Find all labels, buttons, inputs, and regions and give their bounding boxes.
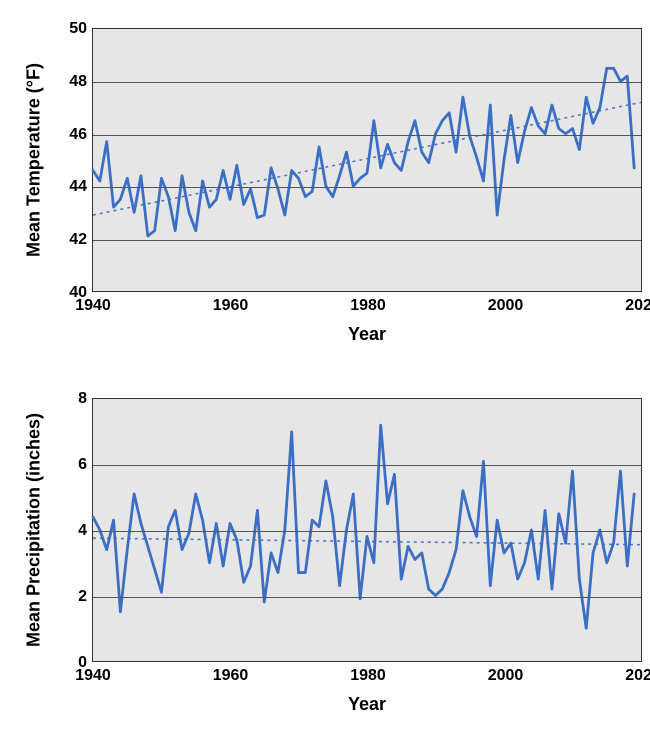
y-tick-label: 4 (78, 522, 87, 540)
y-tick-label: 42 (69, 231, 87, 249)
precipitation-panel: 0246819401960198020002020 Mean Precipita… (12, 380, 638, 732)
grid-line (93, 531, 641, 532)
grid-line (93, 187, 641, 188)
temperature-plot-area: 40424446485019401960198020002020 (92, 28, 642, 292)
grid-line (93, 82, 641, 83)
precipitation-y-axis-label: Mean Precipitation (inches) (24, 413, 45, 647)
y-tick-label: 46 (69, 126, 87, 144)
temperature-panel: 40424446485019401960198020002020 Mean Te… (12, 10, 638, 362)
x-tick-label: 2020 (625, 667, 650, 685)
data-series-line (93, 68, 634, 236)
grid-line (93, 240, 641, 241)
x-tick-label: 2000 (488, 297, 524, 315)
x-tick-label: 1960 (213, 297, 249, 315)
y-tick-label: 44 (69, 178, 87, 196)
temperature-series-svg (93, 29, 641, 291)
precipitation-x-axis-label: Year (348, 694, 386, 715)
x-tick-label: 1980 (350, 297, 386, 315)
y-tick-label: 50 (69, 20, 87, 38)
x-tick-label: 1980 (350, 667, 386, 685)
y-tick-label: 8 (78, 390, 87, 408)
x-tick-label: 2000 (488, 667, 524, 685)
grid-line (93, 465, 641, 466)
y-tick-label: 2 (78, 588, 87, 606)
temperature-x-axis-label: Year (348, 324, 386, 345)
y-tick-label: 48 (69, 73, 87, 91)
y-tick-label: 6 (78, 456, 87, 474)
x-tick-label: 2020 (625, 297, 650, 315)
temperature-y-axis-label: Mean Temperature (°F) (24, 63, 45, 257)
x-tick-label: 1960 (213, 667, 249, 685)
grid-line (93, 597, 641, 598)
x-tick-label: 1940 (75, 667, 111, 685)
grid-line (93, 135, 641, 136)
precipitation-series-svg (93, 399, 641, 661)
x-tick-label: 1940 (75, 297, 111, 315)
climate-figure: 40424446485019401960198020002020 Mean Te… (0, 0, 650, 749)
trend-line (93, 102, 641, 215)
precipitation-plot-area: 0246819401960198020002020 (92, 398, 642, 662)
